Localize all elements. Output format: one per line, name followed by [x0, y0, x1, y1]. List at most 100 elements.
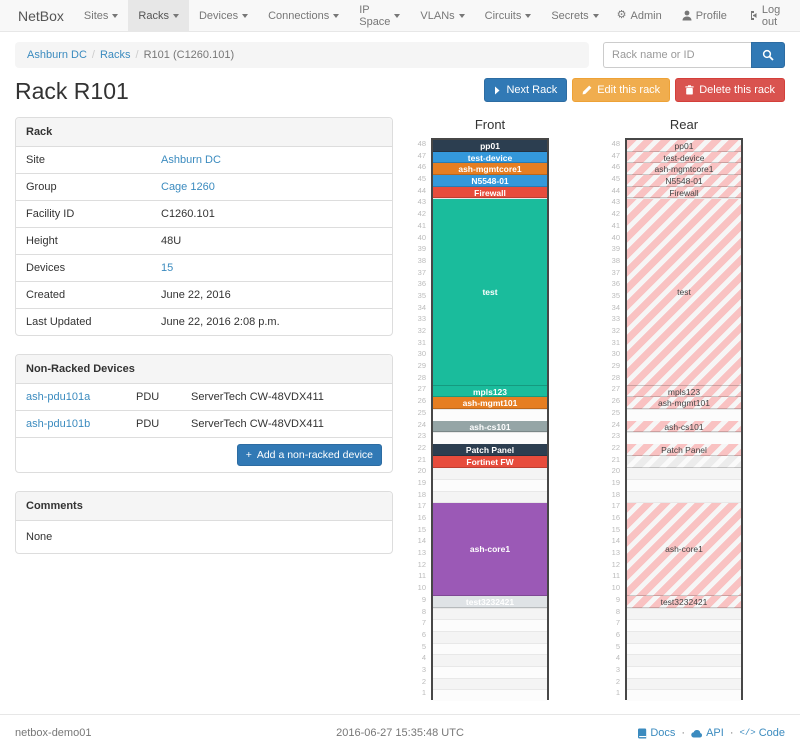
attr-value: Ashburn DC [151, 147, 392, 174]
device-patch-panel[interactable]: Patch Panel [627, 444, 741, 456]
device-test3232421[interactable]: test3232421 [433, 596, 547, 608]
breadcrumb-item[interactable]: Ashburn DC [27, 49, 87, 61]
empty-unit [627, 607, 741, 620]
nav-item-devices[interactable]: Devices [189, 0, 258, 32]
attr-value: C1260.101 [151, 200, 392, 228]
unit-number: 26 [417, 396, 426, 406]
edit-rack-button[interactable]: Edit this rack [572, 78, 671, 102]
attr-value-link[interactable]: 15 [161, 262, 174, 274]
cloud-icon [691, 729, 703, 738]
device-firewall[interactable]: Firewall [627, 186, 741, 199]
device-ash-cs101[interactable]: ash-cs101 [433, 420, 547, 433]
device-test3232421[interactable]: test3232421 [627, 596, 741, 608]
code-icon: </> [739, 728, 756, 738]
device-test[interactable]: test [627, 198, 741, 386]
unit-number: 36 [417, 279, 426, 289]
unit-number: 44 [417, 185, 426, 195]
attr-value-link[interactable]: Ashburn DC [161, 154, 221, 166]
unit-number: 1 [421, 688, 426, 698]
unit-number: 39 [611, 244, 620, 254]
device-ash-cs101[interactable]: ash-cs101 [627, 420, 741, 433]
device-firewall[interactable]: Firewall [433, 186, 547, 199]
front-elevation-title: Front [474, 117, 506, 132]
unit-number: 18 [417, 489, 426, 499]
empty-unit [433, 665, 547, 678]
unit-number: 28 [417, 372, 426, 382]
non-racked-row: ash-pdu101a PDU ServerTech CW-48VDX411 [16, 384, 392, 411]
device-unlabeled[interactable] [627, 455, 741, 468]
nav-item-circuits[interactable]: Circuits [475, 0, 542, 32]
api-link[interactable]: API [691, 727, 724, 739]
empty-unit [627, 654, 741, 666]
nav-item-profile[interactable]: Profile [674, 0, 735, 32]
device-n5548-01[interactable]: N5548-01 [433, 175, 547, 187]
device-ash-mgmtcore1[interactable]: ash-mgmtcore1 [627, 163, 741, 176]
empty-unit [433, 432, 547, 444]
breadcrumb-item[interactable]: Racks [99, 49, 131, 61]
unit-number: 4 [615, 653, 620, 663]
front-unit-numbers: 48 47 46 45 44 43 42 41 40 39 38 37 36 35 34 33 32 31 30 29… [411, 138, 431, 700]
nav-item-ip-space[interactable]: IP Space [349, 0, 410, 32]
nav-item-logout[interactable]: Log out [739, 0, 792, 32]
unit-number: 6 [615, 629, 620, 639]
nav-menu: Sites Racks Devices Connections IP Space VLAN… [74, 0, 609, 32]
device-pp01[interactable]: pp01 [627, 140, 741, 152]
device-mpls123[interactable]: mpls123 [433, 385, 547, 398]
device-n5548-01[interactable]: N5548-01 [627, 175, 741, 187]
nav-item-connections[interactable]: Connections [258, 0, 349, 32]
empty-unit [433, 654, 547, 666]
device-name-link[interactable]: ash-pdu101a [26, 391, 91, 403]
docs-link[interactable]: Docs [637, 727, 675, 739]
add-non-racked-device-button[interactable]: + Add a non-racked device [236, 444, 382, 466]
code-link[interactable]: </> Code [739, 727, 786, 739]
rack-info-panel: Rack Site Ashburn DC Group Cage 1260 Facilit… [15, 117, 393, 336]
device-ash-mgmt101[interactable]: ash-mgmt101 [627, 397, 741, 410]
search-button[interactable] [751, 42, 785, 68]
unit-number: 32 [611, 326, 620, 335]
device-fortinet-fw[interactable]: Fortinet FW [433, 455, 547, 468]
unit-number: 43 [417, 197, 426, 207]
nav-item-admin[interactable]: ⚙ Admin [616, 9, 662, 22]
attr-label: Facility ID [16, 200, 151, 228]
device-ash-mgmt101[interactable]: ash-mgmt101 [433, 397, 547, 410]
device-ash-core1[interactable]: ash-core1 [627, 502, 741, 597]
unit-number: 37 [611, 267, 620, 277]
footer-hostname: netbox-demo01 [15, 727, 92, 739]
device-mpls123[interactable]: mpls123 [627, 385, 741, 398]
nav-item-sites[interactable]: Sites [74, 0, 128, 32]
unit-number: 10 [417, 583, 426, 593]
rack-info-row: Last Updated June 22, 2016 2:08 p.m. [16, 308, 392, 335]
unit-number: 24 [417, 419, 426, 429]
device-test-device[interactable]: test-device [627, 151, 741, 164]
nav-item-racks[interactable]: Racks [128, 0, 189, 32]
rack-info-row: Devices 15 [16, 254, 392, 282]
empty-unit [433, 478, 547, 491]
unit-number: 34 [611, 302, 620, 312]
caret-down-icon [333, 14, 340, 18]
caret-down-icon [394, 14, 401, 18]
nav-item-vlans[interactable]: VLANs [410, 0, 474, 32]
unit-number: 42 [611, 209, 620, 219]
delete-rack-button[interactable]: Delete this rack [675, 78, 785, 102]
rack-info-body: Site Ashburn DC Group Cage 1260 Facility ID C… [16, 147, 392, 335]
device-name-link[interactable]: ash-pdu101b [26, 418, 91, 430]
next-rack-button[interactable]: Next Rack [484, 78, 568, 102]
chevron-right-icon [494, 86, 501, 95]
device-ash-core1[interactable]: ash-core1 [433, 502, 547, 597]
footer: netbox-demo01 2016-06-27 15:35:48 UTC Do… [0, 714, 800, 753]
device-pp01[interactable]: pp01 [433, 140, 547, 152]
user-icon [682, 10, 692, 21]
search-input[interactable] [603, 42, 751, 68]
search-icon [762, 49, 774, 61]
nav-item-secrets[interactable]: Secrets [541, 0, 608, 32]
device-test[interactable]: test [433, 198, 547, 386]
attr-value-link[interactable]: Cage 1260 [161, 181, 215, 193]
device-test-device[interactable]: test-device [433, 151, 547, 164]
unit-number: 5 [421, 641, 426, 651]
device-ash-mgmtcore1[interactable]: ash-mgmtcore1 [433, 163, 547, 176]
unit-number: 18 [611, 489, 620, 499]
netbox-brand[interactable]: NetBox [18, 7, 64, 24]
device-patch-panel[interactable]: Patch Panel [433, 444, 547, 456]
page-title: Rack R101 [15, 78, 129, 104]
rear-unit-numbers: 48 47 46 45 44 43 42 41 40 39 38 37 36 35 34 33 32 31 30 29… [605, 138, 625, 700]
